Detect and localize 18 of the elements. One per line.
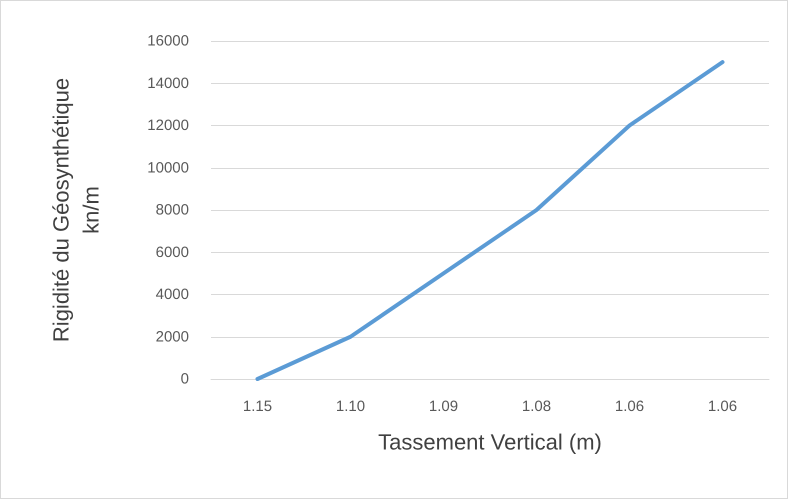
y-tick-label: 14000 [147, 74, 189, 92]
y-tick-label: 6000 [156, 244, 189, 261]
x-tick-label: 1.06 [614, 398, 644, 415]
y-tick-label: 2000 [156, 328, 189, 346]
x-tick-label: 1.15 [242, 398, 272, 415]
line-series [256, 60, 724, 381]
y-tick-label: 8000 [156, 202, 189, 218]
y-tick-label: 16000 [147, 32, 189, 50]
y-tick-label: 10000 [147, 159, 189, 176]
x-axis-title: Tassement Vertical (m) [378, 430, 602, 454]
y-axis-title: Rigidité du Géosynthétique kn/m [48, 78, 104, 342]
x-tick-label: 1.09 [428, 398, 458, 415]
y-tick-label: 12000 [147, 117, 189, 134]
x-tick-label: 1.06 [708, 398, 738, 415]
x-tick-label: 1.08 [522, 398, 552, 415]
y-tick-label: 4000 [156, 286, 189, 303]
x-tick-label: 1.10 [336, 398, 366, 415]
y-tick-label: 0 [180, 370, 189, 388]
